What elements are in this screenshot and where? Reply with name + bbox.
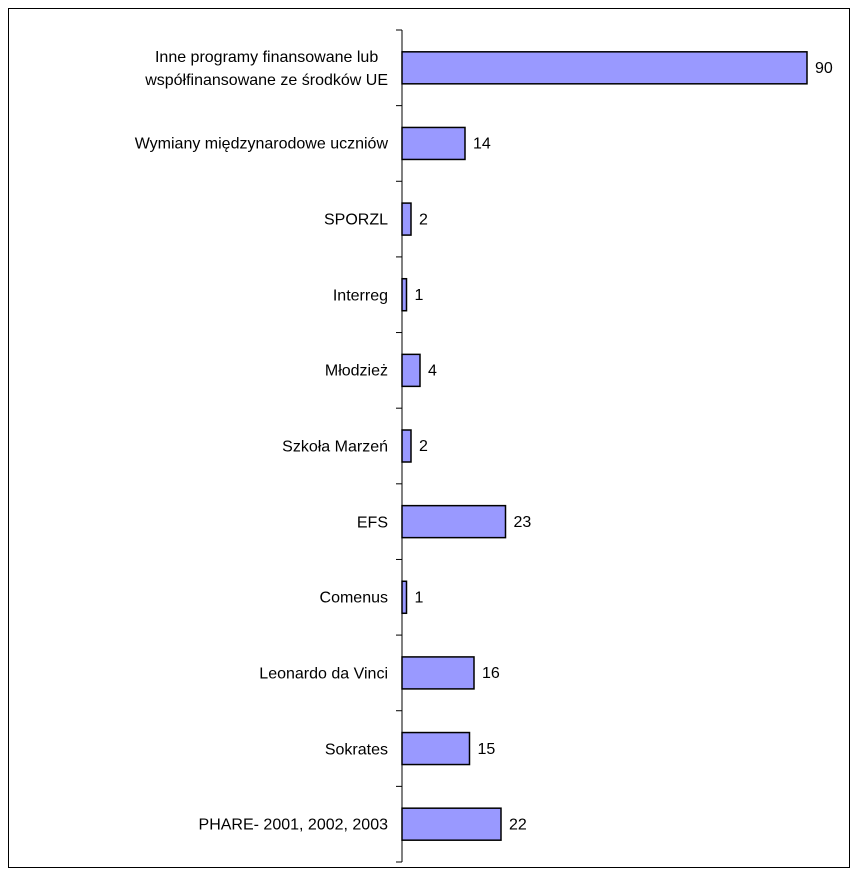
bar: [401, 277, 408, 312]
data-label: 4: [428, 363, 437, 380]
bar: [401, 429, 412, 463]
category-label: Inne programy finansowane lub współfinan…: [145, 48, 388, 89]
data-label: 16: [482, 665, 500, 682]
category-label: Interreg: [332, 287, 388, 305]
data-label: 22: [509, 816, 527, 833]
bar: [401, 353, 421, 388]
data-label: 23: [514, 514, 532, 531]
category-label: Sokrates: [324, 741, 388, 759]
bar: [401, 731, 471, 766]
bar: [401, 202, 412, 236]
category-label: Młodzież: [324, 362, 388, 380]
data-label: 1: [415, 589, 424, 606]
category-label: EFS: [356, 514, 388, 532]
data-label: 14: [473, 136, 491, 153]
bar: [401, 126, 466, 161]
data-label: 90: [815, 60, 833, 77]
bar: [401, 580, 408, 615]
bar: [401, 504, 507, 539]
bar: [401, 807, 502, 841]
category-label: Szkoła Marzeń: [282, 438, 388, 456]
category-label: Comenus: [319, 589, 388, 607]
category-label: Leonardo da Vinci: [259, 665, 388, 683]
category-label: SPORZL: [323, 211, 388, 229]
frame: [8, 8, 850, 868]
data-label: 2: [419, 211, 428, 228]
data-label: 1: [415, 287, 424, 304]
category-label: Wymiany międzynarodowe uczniów: [134, 135, 388, 153]
category-label: PHARE- 2001, 2002, 2003: [198, 816, 388, 834]
bar: [401, 51, 808, 85]
bar: [401, 656, 475, 690]
data-label: 2: [419, 438, 428, 455]
data-label: 15: [478, 741, 496, 758]
